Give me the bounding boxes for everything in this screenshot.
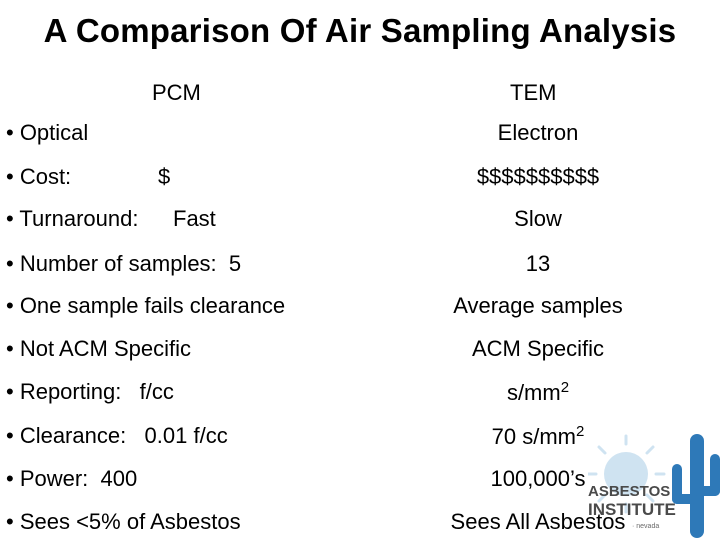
logo-tagline: · nevada <box>632 523 659 530</box>
comparison-row: • Reporting: f/cc s/mm2 <box>0 379 720 409</box>
row-left-text: • Clearance: 0.01 f/cc <box>6 423 228 448</box>
comparison-row: • Optical Electron <box>0 120 720 150</box>
row-right-text: $$$$$$$$$$ <box>476 164 600 189</box>
row-right-text: 70 s/mm2 <box>440 423 636 450</box>
row-left-text: • Optical <box>6 120 89 145</box>
row-right-text: s/mm2 <box>440 379 636 406</box>
logo-wordmark-line1: ASBESTOS <box>588 483 670 500</box>
unit-text: s/mm <box>506 380 561 405</box>
row-right-text: Slow <box>514 206 562 231</box>
row-mid-text: Fast <box>173 206 216 231</box>
page-title: A Comparison Of Air Sampling Analysis <box>43 12 677 49</box>
unit-exponent: 2 <box>576 423 585 440</box>
row-left-text: • Turnaround: <box>6 206 139 231</box>
unit-exponent: 2 <box>560 379 570 396</box>
unit-text: 70 s/mm <box>491 424 576 449</box>
logo-wordmark-line2: INSTITUTE <box>588 500 676 519</box>
column-header-pcm: PCM <box>152 80 201 105</box>
row-right-text: 100,000’s <box>490 466 586 491</box>
row-right-text: Electron <box>497 120 579 145</box>
row-left-text: • Sees <5% of Asbestos <box>6 509 241 534</box>
row-left-text: • Power: 400 <box>6 466 138 491</box>
cactus-icon <box>672 434 720 538</box>
comparison-row: • Not ACM Specific ACM Specific <box>0 336 720 366</box>
column-header-tem: TEM <box>510 80 557 105</box>
comparison-row: • Cost: $ $$$$$$$$$$ <box>0 164 720 194</box>
asbestos-institute-logo: ASBESTOS INSTITUTE · nevada <box>588 434 720 538</box>
comparison-row: • Clearance: 0.01 f/cc 70 s/mm2 <box>0 423 720 453</box>
row-left-text: • Not ACM Specific <box>6 336 191 361</box>
row-right-text: Sees All Asbestos <box>450 509 626 534</box>
comparison-row: • Number of samples: 5 13 <box>0 251 720 281</box>
row-right-text: ACM Specific <box>471 336 605 361</box>
row-right-text: Average samples <box>453 293 623 318</box>
comparison-row: • Sees <5% of Asbestos Sees All Asbestos <box>0 509 720 539</box>
row-left-text: • Number of samples: 5 <box>6 251 242 276</box>
row-right-text: 13 <box>525 251 551 276</box>
comparison-row: • One sample fails clearance Average sam… <box>0 293 720 323</box>
row-left-text: • Reporting: f/cc <box>6 379 174 404</box>
comparison-row: • Power: 400 100,000’s <box>0 466 720 496</box>
row-left-text: • Cost: <box>6 164 72 189</box>
row-left-text: • One sample fails clearance <box>6 293 286 318</box>
sun-icon <box>588 434 666 514</box>
comparison-row: • Turnaround: Fast Slow <box>0 206 720 236</box>
row-mid-text: $ <box>158 164 171 189</box>
